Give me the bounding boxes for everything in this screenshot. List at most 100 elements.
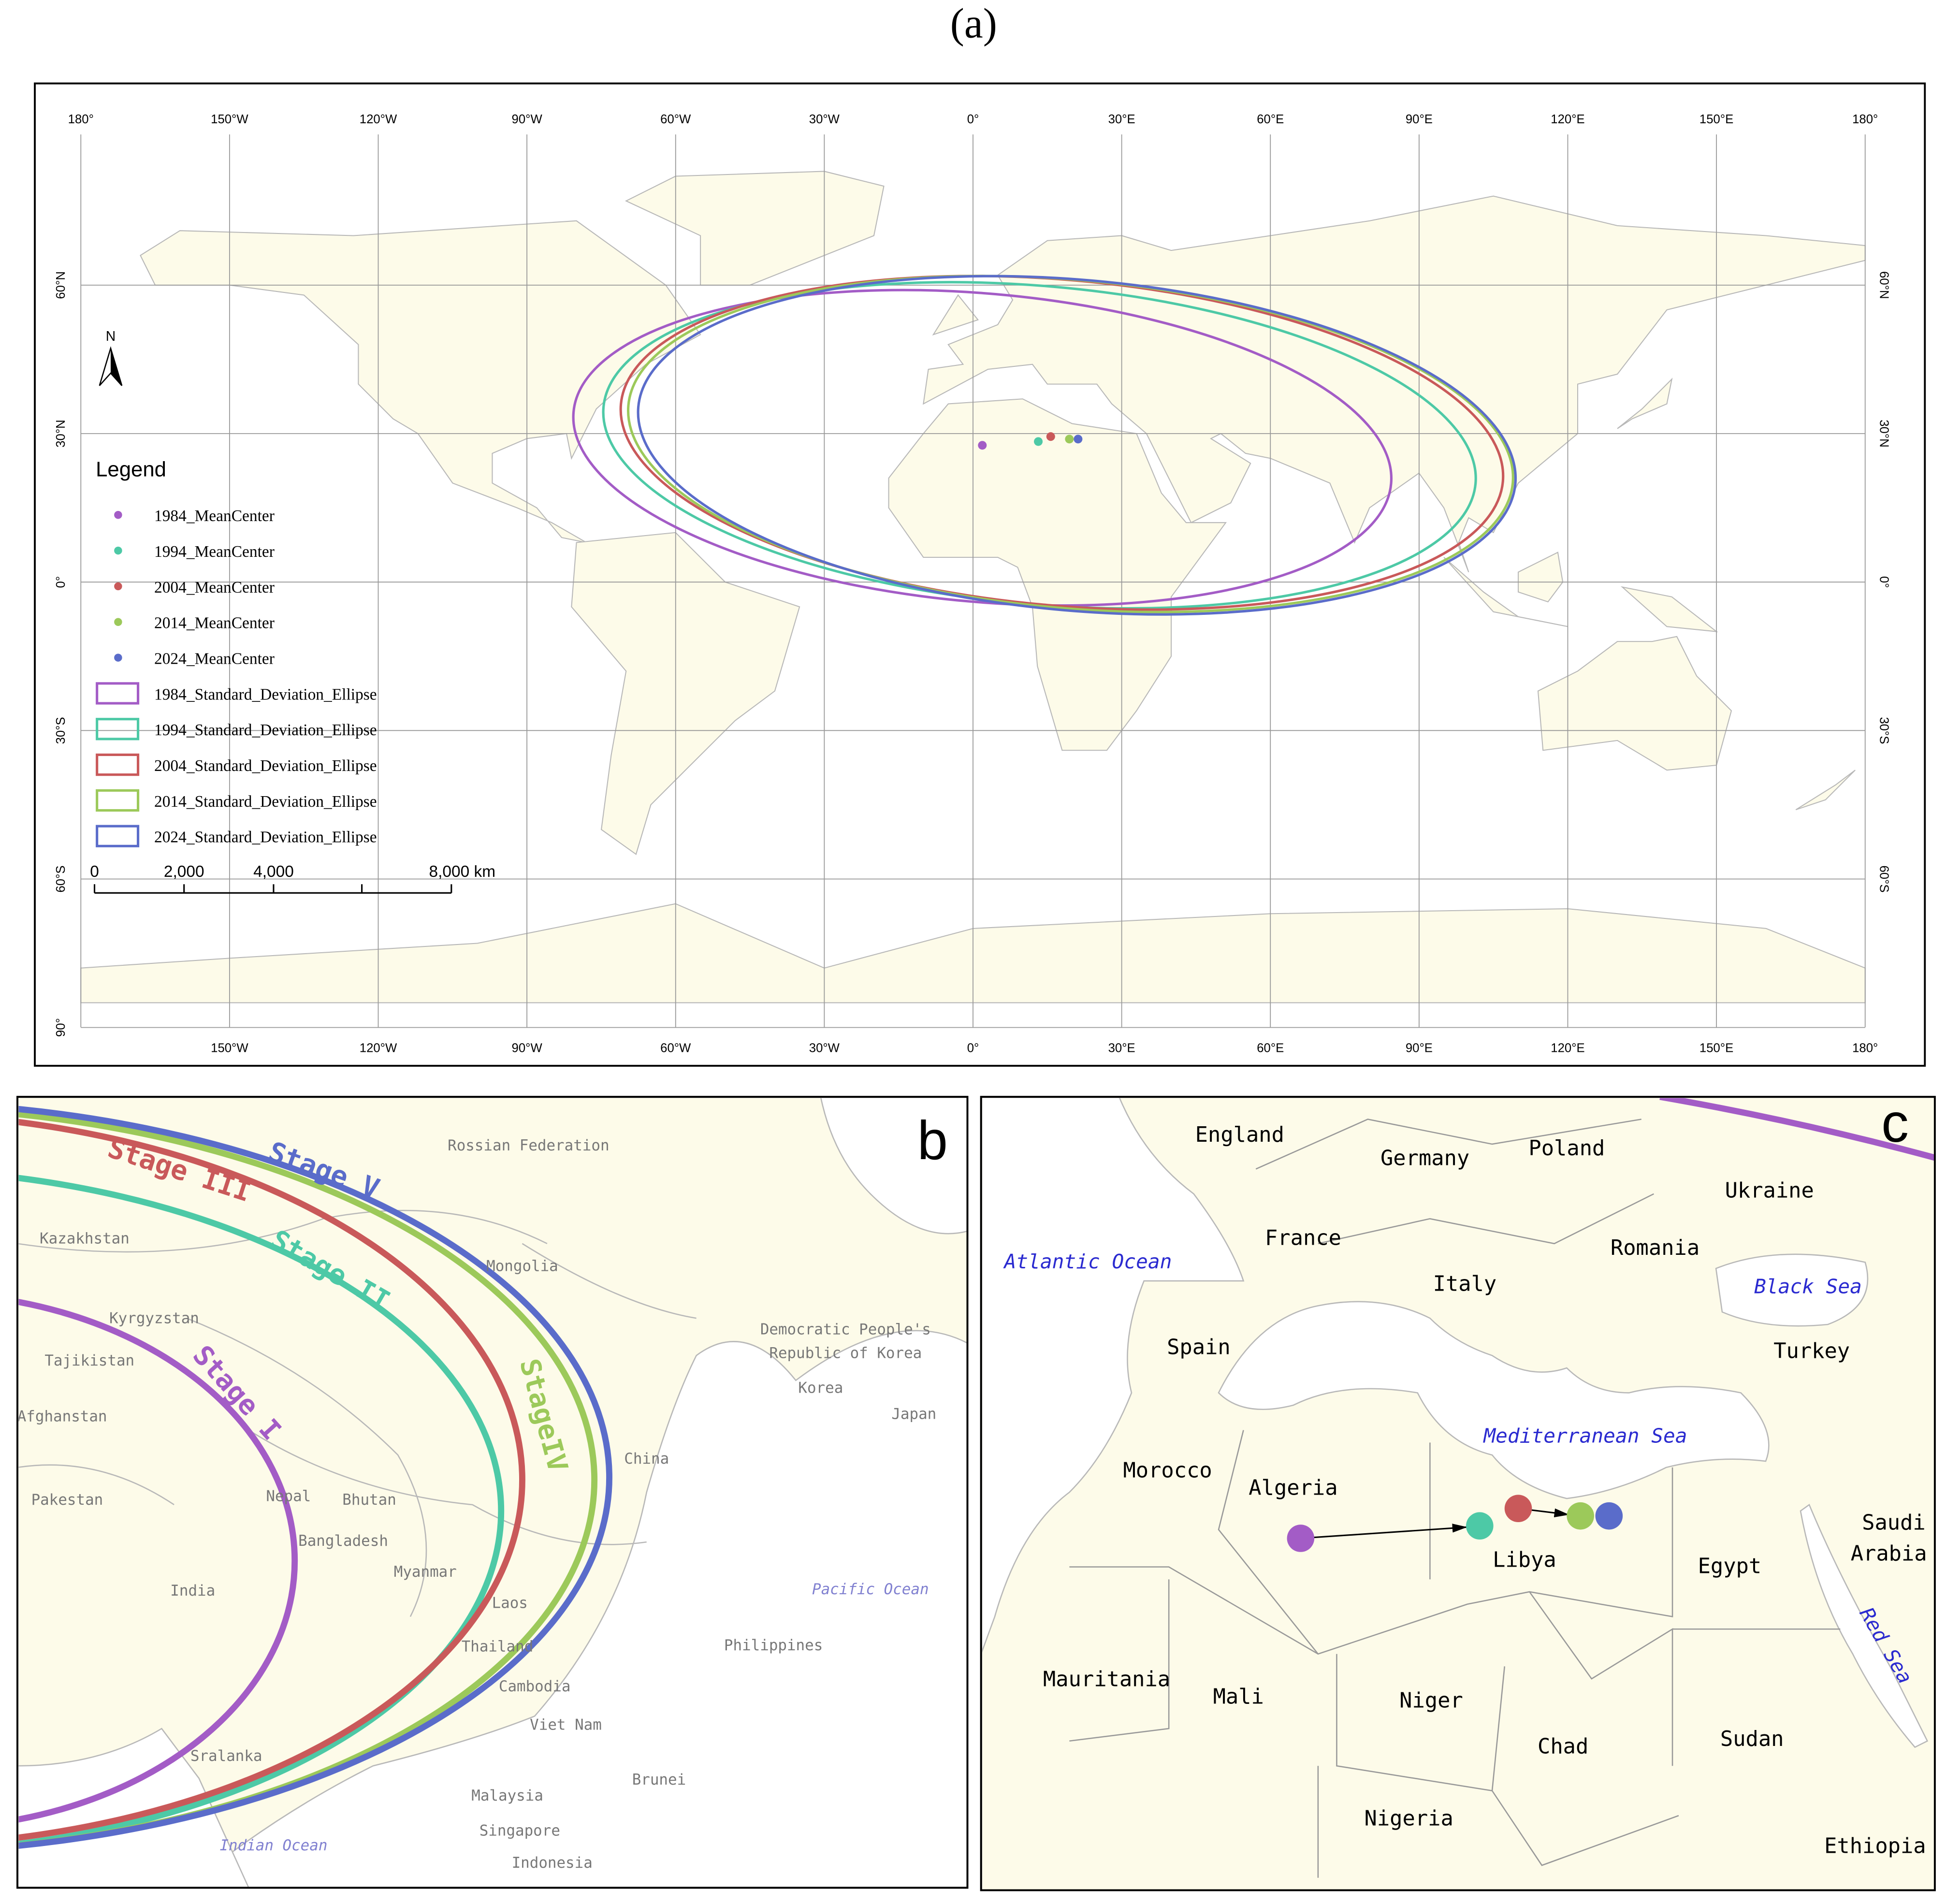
sea-label: Atlantic Ocean (1003, 1250, 1172, 1273)
legend-label: 2024_Standard_Deviation_Ellipse (154, 828, 377, 846)
border (522, 1243, 697, 1319)
mean-center (1504, 1495, 1532, 1523)
sd-ellipse (18, 1299, 298, 1823)
place-label: Egypt (1698, 1554, 1762, 1578)
place-label: Nigeria (1365, 1806, 1453, 1831)
place-label: Myanmar (394, 1563, 457, 1581)
border (1218, 1430, 1319, 1655)
lat-label-right: 60°N (1877, 271, 1891, 299)
lat-label-left: 60°S (54, 865, 68, 892)
lon-label-bottom: 180° (1852, 1042, 1878, 1055)
scale-label: 4,000 (253, 863, 294, 881)
place-label: India (170, 1582, 215, 1599)
place-label: Laos (492, 1595, 528, 1612)
panel-a-overlay: 180° 150°W 150°W 120°W 120°W 90°W 90°W 60°W 60°W… (54, 113, 1891, 1055)
lat-label-right: 60°S (1877, 865, 1891, 892)
lat-label-left: 0° (54, 576, 68, 588)
legend-swatch (96, 718, 140, 741)
mean-center (1595, 1502, 1623, 1530)
place-label: Arabia (1851, 1541, 1927, 1566)
panel-b-border (16, 1096, 969, 1889)
lon-label-top: 90°E (1406, 113, 1433, 126)
panel-label: b (917, 1110, 948, 1171)
border (1491, 1790, 1679, 1866)
place-label: Philippines (724, 1637, 823, 1654)
mean-center (1567, 1502, 1594, 1530)
place-label: Sralanka (190, 1747, 262, 1765)
place-label: Indonesia (512, 1854, 593, 1872)
border (1336, 1654, 1506, 1792)
place-label: Chad (1538, 1734, 1588, 1759)
lon-label-top: 60°E (1257, 113, 1284, 126)
place-label: Morocco (1123, 1458, 1212, 1483)
mean-center (1065, 435, 1074, 444)
legend-title: Legend (96, 458, 166, 481)
legend-point (114, 546, 122, 555)
lon-label-top: 180° (68, 113, 94, 126)
lon-label-bottom: 60°E (1257, 1042, 1284, 1055)
lat-label-right: 30°S (1877, 717, 1891, 744)
ocean-label: Pacific Ocean (812, 1581, 929, 1598)
place-label: Turkey (1773, 1338, 1850, 1363)
legend-label: 1994_Standard_Deviation_Ellipse (154, 721, 377, 739)
place-label: Bangladesh (298, 1532, 388, 1550)
mean-center (1466, 1512, 1494, 1540)
sea-red (1800, 1504, 1929, 1748)
sea-label: Black Sea (1754, 1275, 1862, 1298)
lon-label-top: 30°W (809, 113, 840, 126)
place-label: Malaysia (471, 1787, 543, 1804)
scale-label: 2,000 (164, 863, 204, 881)
border (1529, 1591, 1673, 1766)
sd-ellipse (18, 1111, 597, 1849)
legend-point (114, 654, 122, 662)
legend-label: 2024_MeanCenter (154, 650, 275, 668)
place-label: Mongolia (486, 1257, 558, 1275)
sea-label: Mediterranean Sea (1482, 1424, 1687, 1447)
place-label: Italy (1433, 1272, 1497, 1296)
sea-black (1715, 1253, 1869, 1327)
lon-label-top: 150°W (211, 113, 248, 126)
landmass (932, 294, 979, 336)
sd-ellipse (637, 275, 1517, 616)
place-label: Germany (1380, 1146, 1469, 1171)
legend-label: 2004_MeanCenter (154, 579, 275, 596)
lon-label-bottom: 120°W (360, 1042, 397, 1055)
legend-point (114, 582, 122, 591)
legend-label: 1984_Standard_Deviation_Ellipse (154, 685, 377, 703)
lon-label-top: 120°E (1551, 113, 1584, 126)
ocean (185, 1330, 968, 1888)
landmass (571, 532, 800, 855)
lon-label-top: 0° (967, 113, 979, 126)
lon-label-bottom: 90°W (512, 1042, 543, 1055)
place-label: China (624, 1450, 669, 1468)
place-label: Sudan (1720, 1727, 1784, 1751)
border (1069, 1467, 1673, 1655)
place-label: Japan (891, 1405, 936, 1423)
north-arrow-half (110, 348, 122, 386)
panel-title: (a) (950, 0, 997, 46)
lat-label-right: 30°N (1877, 420, 1891, 447)
place-label: Pakestan (31, 1491, 103, 1509)
mean-center (1074, 435, 1083, 444)
lon-label-bottom: 90°E (1406, 1042, 1433, 1055)
sd-ellipse (18, 1175, 504, 1847)
lat-label-right: 0° (1877, 576, 1891, 588)
border (18, 1464, 174, 1506)
lat-label-left: 30°S (54, 717, 68, 744)
lat-label-left: 90° (54, 1018, 68, 1037)
place-label: Niger (1399, 1688, 1463, 1713)
ocean-label: Indian Ocean (219, 1837, 327, 1854)
ocean (18, 1728, 249, 1888)
panel-c-border (980, 1096, 1936, 1891)
scale-label: 0 (90, 863, 99, 881)
lon-label-bottom: 150°E (1699, 1042, 1733, 1055)
place-label: Kazakhstan (40, 1230, 130, 1248)
border (1318, 1193, 1655, 1245)
lon-label-top: 150°E (1699, 113, 1733, 126)
legend-point (114, 511, 122, 519)
sd-ellipse (18, 1106, 612, 1849)
lon-label-top: 60°W (660, 113, 691, 126)
mean-center (1034, 437, 1043, 446)
place-label: Ukraine (1725, 1178, 1814, 1203)
